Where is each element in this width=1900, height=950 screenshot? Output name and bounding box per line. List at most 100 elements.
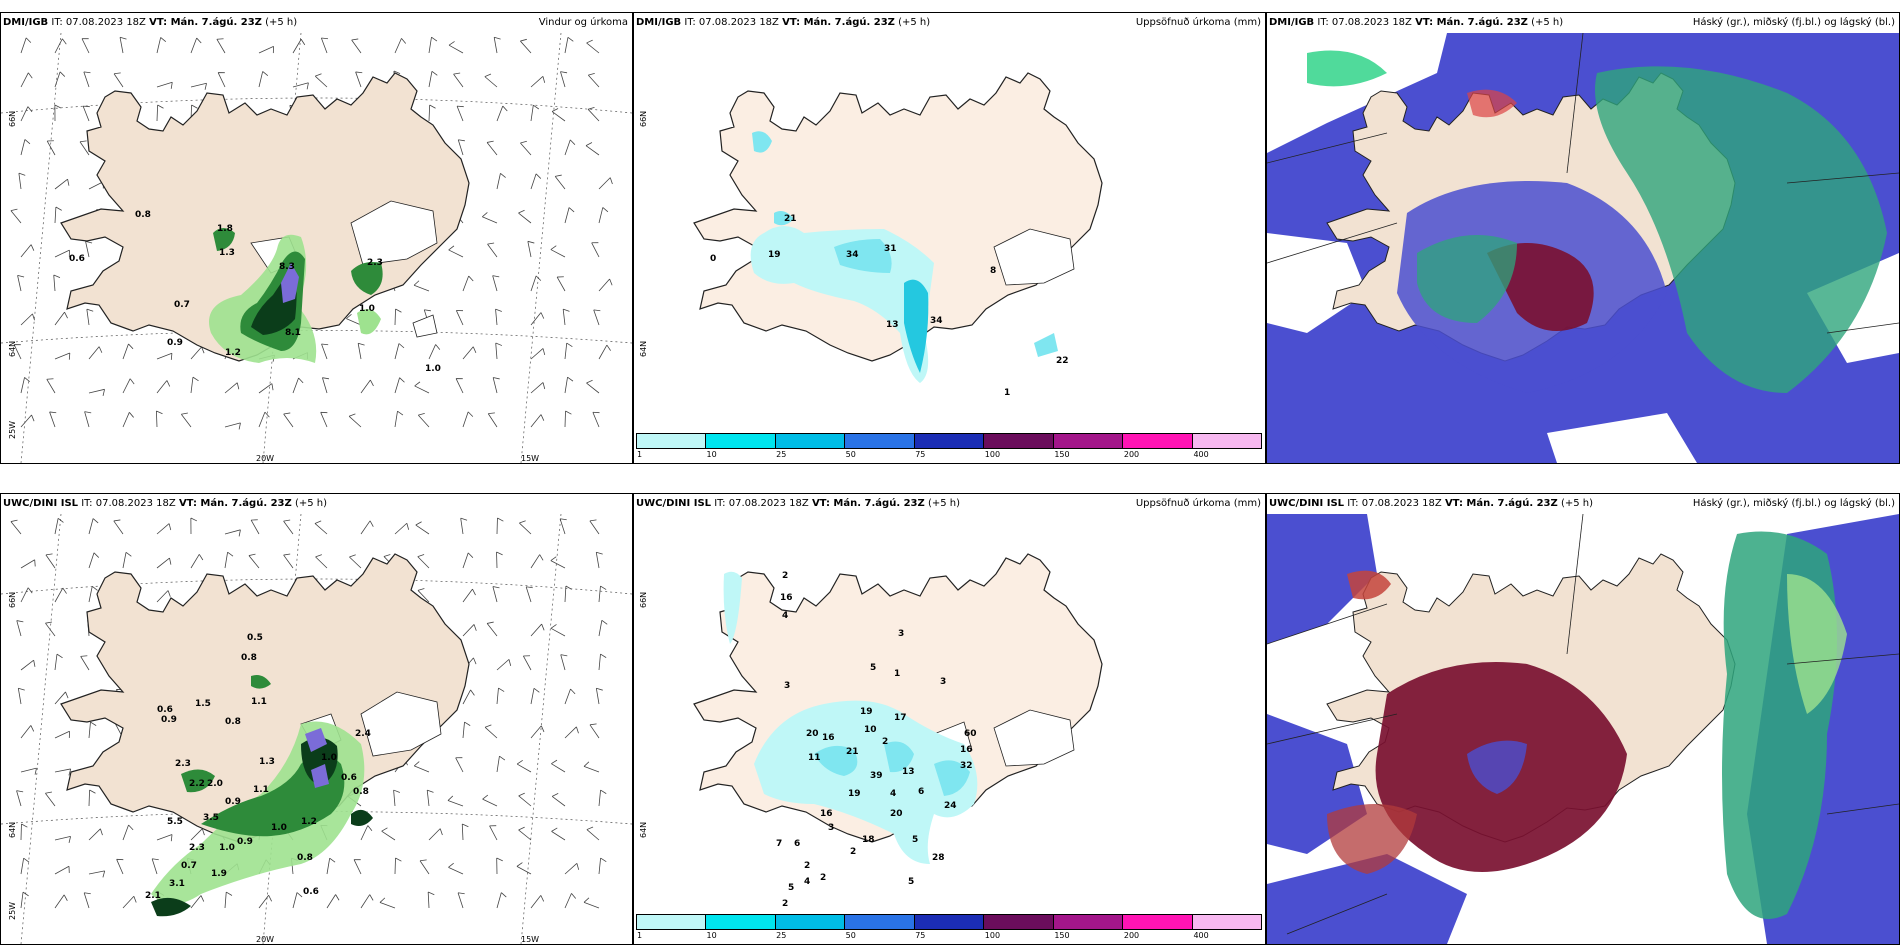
wind-barb bbox=[190, 37, 202, 54]
axis-labels: 66N 64N 25W 20W 15W bbox=[8, 592, 539, 944]
colorbar-labels: 1 10 25 50 75 100 150 200 400 bbox=[636, 450, 1262, 462]
precip-label: 1.1 bbox=[253, 785, 269, 795]
wind-barb bbox=[462, 689, 475, 705]
wind-barb bbox=[190, 346, 205, 360]
wind-barb bbox=[525, 586, 533, 603]
wind-barb bbox=[457, 139, 465, 156]
wind-barb bbox=[516, 862, 532, 875]
wind-barb bbox=[495, 342, 503, 360]
wind-barb bbox=[520, 140, 532, 156]
wind-barb bbox=[54, 894, 68, 909]
wind-barb bbox=[495, 308, 502, 326]
precip-colorbar bbox=[636, 914, 1262, 930]
wind-barb bbox=[216, 38, 226, 54]
colorbar-label: 1 bbox=[637, 450, 643, 459]
precip-label: 24 bbox=[944, 801, 957, 811]
precip-label: 10 bbox=[864, 725, 877, 735]
wind-barb bbox=[530, 275, 542, 292]
cloud-map-bottom bbox=[1267, 514, 1899, 944]
panel-title: Háský (gr.), miðský (fj.bl.) og lágský (… bbox=[1692, 498, 1895, 509]
precip-label: 3.1 bbox=[169, 879, 185, 889]
precip-label: 0.9 bbox=[161, 715, 177, 725]
wind-barb bbox=[54, 653, 63, 671]
precip-label: 6 bbox=[794, 839, 800, 849]
precip-label: 13 bbox=[886, 320, 899, 330]
colorbar-labels: 1 10 25 50 75 100 150 200 400 bbox=[636, 931, 1262, 943]
wind-barb bbox=[49, 411, 57, 428]
precip-label: 2.3 bbox=[175, 759, 191, 769]
precip-label: 1 bbox=[1004, 388, 1010, 398]
wind-barb bbox=[530, 173, 542, 190]
precip-label: 0.6 bbox=[157, 705, 173, 715]
panel-header: DMI/IGB IT: 07.08.2023 18Z VT: Mán. 7.ág… bbox=[1269, 17, 1563, 28]
forecast-step: (+5 h) bbox=[265, 17, 298, 28]
colorbar-swatch bbox=[1123, 434, 1193, 448]
precip-label: 3 bbox=[828, 823, 834, 833]
colorbar-swatch bbox=[1192, 915, 1261, 929]
wind-barb bbox=[180, 412, 192, 428]
wind-barb bbox=[151, 858, 159, 875]
colorbar-label: 25 bbox=[776, 931, 787, 940]
wind-barb bbox=[461, 823, 469, 841]
wind-barb bbox=[587, 107, 600, 122]
wind-barb bbox=[18, 172, 26, 190]
wind-barb bbox=[360, 379, 374, 394]
precip-shading bbox=[750, 131, 1058, 383]
precip-label: 4 bbox=[804, 877, 810, 887]
colorbar-label: 10 bbox=[706, 450, 717, 459]
wind-barb bbox=[530, 725, 545, 739]
wind-panel-bottom: UWC/DINI ISL IT: 07.08.2023 18Z VT: Mán.… bbox=[0, 493, 633, 945]
wind-barb bbox=[447, 795, 464, 807]
wind-barb bbox=[462, 721, 471, 739]
wind-barb bbox=[88, 789, 96, 807]
colorbar-swatch bbox=[1123, 915, 1193, 929]
wind-barb bbox=[598, 857, 607, 875]
colorbar-swatch bbox=[984, 915, 1054, 929]
wind-barb bbox=[54, 206, 62, 224]
wind-barb bbox=[564, 410, 572, 428]
wind-barb bbox=[530, 687, 540, 705]
precip-label: 16 bbox=[822, 733, 835, 743]
grid-lines bbox=[1267, 33, 1899, 334]
precip-label: 11 bbox=[808, 753, 821, 763]
colorbar-label: 100 bbox=[984, 931, 1001, 940]
wind-barb bbox=[551, 759, 566, 773]
precip-label: 0.6 bbox=[303, 887, 319, 897]
wind-barb bbox=[314, 73, 328, 88]
wind-barb bbox=[595, 687, 603, 705]
wind-barb bbox=[460, 517, 468, 535]
precip-label: 5 bbox=[788, 883, 794, 893]
wind-barb bbox=[283, 553, 294, 569]
lat-label: 66N bbox=[639, 592, 648, 608]
high-cloud-green bbox=[1595, 66, 1887, 394]
wind-barb bbox=[457, 892, 465, 909]
wind-panel-top: DMI/IGB IT: 07.08.2023 18Z VT: Mán. 7.ág… bbox=[0, 12, 633, 464]
wind-barb bbox=[54, 352, 71, 360]
init-time: IT: 07.08.2023 18Z bbox=[1347, 498, 1442, 509]
wind-barb bbox=[415, 521, 430, 535]
lat-label: 66N bbox=[639, 111, 648, 127]
wind-barb bbox=[217, 72, 226, 88]
colorbar-swatch bbox=[914, 434, 985, 448]
precip-label: 8.1 bbox=[285, 328, 301, 338]
precip-label: 1.1 bbox=[251, 697, 267, 707]
wind-barb bbox=[360, 520, 374, 535]
wind-barb bbox=[17, 274, 25, 292]
wind-barb bbox=[564, 139, 576, 156]
wind-barb bbox=[413, 280, 430, 292]
wind-barb bbox=[45, 553, 56, 569]
precip-label: 3.5 bbox=[203, 813, 219, 823]
wind-barb bbox=[598, 653, 607, 671]
wind-barb bbox=[224, 551, 234, 569]
wind-barb bbox=[394, 522, 410, 535]
precip-panel-bottom: UWC/DINI ISL IT: 07.08.2023 18Z VT: Mán.… bbox=[633, 493, 1266, 945]
precip-label: 16 bbox=[780, 593, 793, 603]
wind-barb bbox=[562, 308, 570, 326]
wind-barb bbox=[394, 308, 402, 326]
wind-barb bbox=[486, 140, 498, 156]
wind-barb bbox=[156, 380, 171, 394]
panel-header: UWC/DINI ISL IT: 07.08.2023 18Z VT: Mán.… bbox=[1269, 498, 1593, 509]
wind-barb bbox=[320, 411, 328, 428]
wind-barb bbox=[583, 897, 600, 909]
wind-map-top: 0.8 0.6 0.7 0.9 1.8 1.3 8.3 8.1 1.2 2.3 … bbox=[1, 33, 632, 463]
